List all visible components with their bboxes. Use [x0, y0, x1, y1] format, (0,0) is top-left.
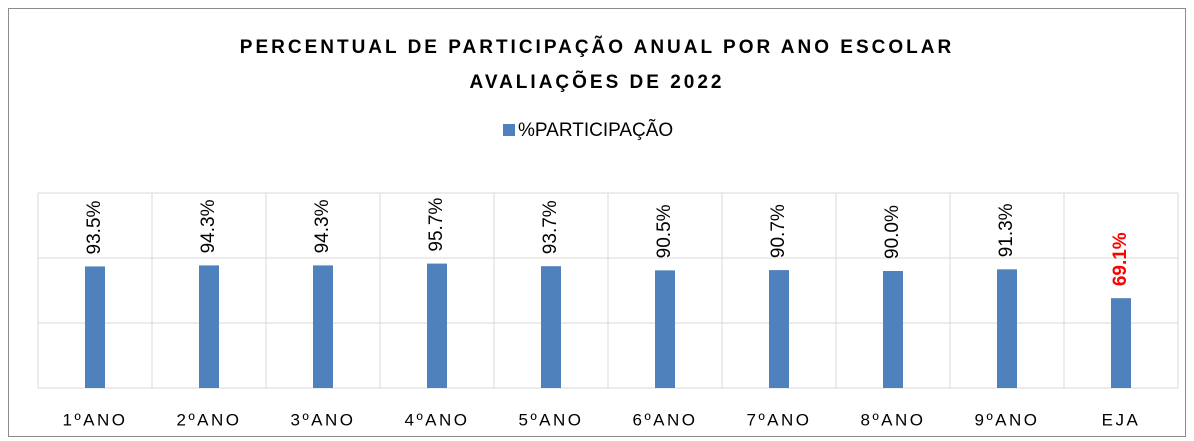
value-label: 95.7%	[426, 198, 447, 252]
bar	[427, 263, 447, 388]
chart-subtitle: AVALIAÇÕES DE 2022	[470, 71, 725, 93]
value-label: 93.5%	[84, 200, 105, 254]
value-label: 94.3%	[198, 199, 219, 253]
x-tick-label: 8ºANO	[860, 410, 925, 429]
bar	[997, 269, 1017, 388]
value-label: 91.3%	[996, 203, 1017, 257]
bar	[1111, 298, 1131, 388]
bar	[769, 270, 789, 388]
x-tick-label: 5ºANO	[518, 410, 583, 429]
x-tick-label: EJA	[1102, 410, 1141, 429]
x-tick-label: 4ºANO	[404, 410, 469, 429]
value-label: 90.7%	[768, 204, 789, 258]
bar	[541, 266, 561, 388]
x-tick-label: 9ºANO	[974, 410, 1039, 429]
value-label: 90.0%	[882, 205, 903, 259]
bar	[883, 271, 903, 388]
x-tick-label: 1ºANO	[62, 410, 127, 429]
value-label: 69.1%	[1110, 232, 1131, 286]
x-tick-label: 3ºANO	[290, 410, 355, 429]
value-label: 94.3%	[312, 199, 333, 253]
bar	[313, 265, 333, 388]
x-tick-label: 6ºANO	[632, 410, 697, 429]
bar	[655, 270, 675, 388]
chart-title: PERCENTUAL DE PARTICIPAÇÃO ANUAL POR ANO…	[240, 36, 954, 58]
x-tick-label: 7ºANO	[746, 410, 811, 429]
legend-swatch	[503, 124, 515, 136]
legend-label: %PARTICIPAÇÃO	[518, 119, 673, 141]
x-tick-label: 2ºANO	[176, 410, 241, 429]
bar	[85, 266, 105, 388]
value-label: 90.5%	[654, 204, 675, 258]
bar	[199, 265, 219, 388]
value-label: 93.7%	[540, 200, 561, 254]
